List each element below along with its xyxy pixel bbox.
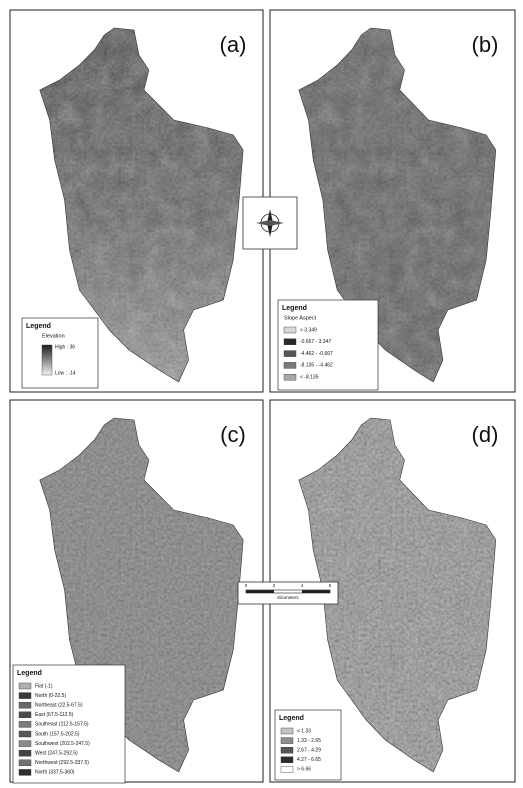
- figure: (a) Legend Elevation High : 36 Low : -14 (b) L…: [0, 0, 523, 788]
- legend-ramp: [42, 345, 52, 375]
- legend-item-label: West (247.5-292.5): [35, 751, 78, 757]
- legend-swatch: [19, 741, 31, 747]
- legend-item-label: < -8.135: [300, 375, 319, 381]
- legend-item-label: < 1.33: [297, 728, 311, 734]
- legend-swatch: [19, 750, 31, 756]
- legend: Legend Flat (-1) North (0-22.5) Northeast (…: [13, 665, 125, 783]
- legend-item-label: East (67.5-112.5): [35, 712, 74, 718]
- map-panel: (b) Legend Slope Aspect > 3.349 -0.667 - 3.3…: [270, 10, 515, 392]
- legend-item-label: > 3.349: [300, 327, 317, 333]
- legend-swatch: [19, 721, 31, 727]
- legend-swatch: [281, 757, 293, 763]
- legend-swatch: [281, 766, 293, 772]
- legend-item-label: Northeast (22.5-67.5): [35, 703, 83, 709]
- legend-swatch: [281, 747, 293, 753]
- legend-swatch: [281, 728, 293, 734]
- legend-title: Legend: [282, 305, 307, 312]
- legend-item-label: -4.462 - -0.667: [300, 351, 333, 357]
- legend-swatch: [284, 351, 296, 357]
- panel-label: (a): [220, 32, 247, 57]
- legend: Legend Slope Aspect > 3.349 -0.667 - 3.347 -…: [278, 300, 378, 390]
- legend-swatch: [19, 769, 31, 775]
- legend-item-label: -0.667 - 3.347: [300, 339, 331, 345]
- legend-swatch: [19, 731, 31, 737]
- legend-item-label: North (337.5-360): [35, 770, 75, 776]
- panel-label: (d): [472, 422, 499, 447]
- legend-swatch: [19, 693, 31, 699]
- legend-swatch: [284, 362, 296, 368]
- legend-item-label: Northwest (292.5-337.5): [35, 760, 89, 766]
- legend-swatch: [19, 683, 31, 689]
- legend-swatch: [281, 738, 293, 744]
- legend-item-label: 4.27 - 6.65: [297, 757, 321, 763]
- legend-title: Legend: [279, 715, 304, 722]
- legend-title: Legend: [26, 323, 51, 330]
- legend-item-label: Southwest (202.5-247.5): [35, 741, 90, 747]
- map-panel: (a) Legend Elevation High : 36 Low : -14: [10, 10, 263, 392]
- map-panel: (c) Legend Flat (-1) North (0-22.5) Northeas…: [10, 400, 263, 783]
- north-arrow: [243, 197, 297, 249]
- legend: Legend < 1.33 1.33 - 2.65 2.67 - 4.29 4.27 -…: [275, 710, 341, 780]
- legend-item-label: Flat (-1): [35, 683, 53, 689]
- legend-item-label: Southeast (112.5-157.5): [35, 722, 89, 728]
- legend-item-label: > 6.66: [297, 767, 311, 773]
- legend-swatch: [19, 702, 31, 708]
- legend-swatch: [284, 339, 296, 345]
- legend-item-label: Low : -14: [55, 370, 76, 376]
- legend-item-label: 2.67 - 4.29: [297, 748, 321, 754]
- legend-swatch: [284, 374, 296, 380]
- legend-subtitle: Slope Aspect: [284, 315, 317, 321]
- legend-item-label: South (157.5-202.5): [35, 731, 80, 737]
- legend-swatch: [19, 760, 31, 766]
- legend-item-label: High : 36: [55, 344, 75, 350]
- legend-title: Legend: [17, 670, 42, 677]
- legend: Legend Elevation High : 36 Low : -14: [22, 318, 98, 388]
- legend-swatch: [284, 327, 296, 333]
- scale-unit: Kilometers: [277, 595, 299, 600]
- legend-item-label: 1.33 - 2.65: [297, 738, 321, 744]
- legend-item-label: -8.135 - -4.462: [300, 363, 333, 369]
- legend-swatch: [19, 712, 31, 718]
- legend-subtitle: Elevation: [42, 333, 65, 339]
- legend-item-label: North (0-22.5): [35, 693, 66, 699]
- panel-label: (c): [220, 422, 246, 447]
- panel-label: (b): [472, 32, 499, 57]
